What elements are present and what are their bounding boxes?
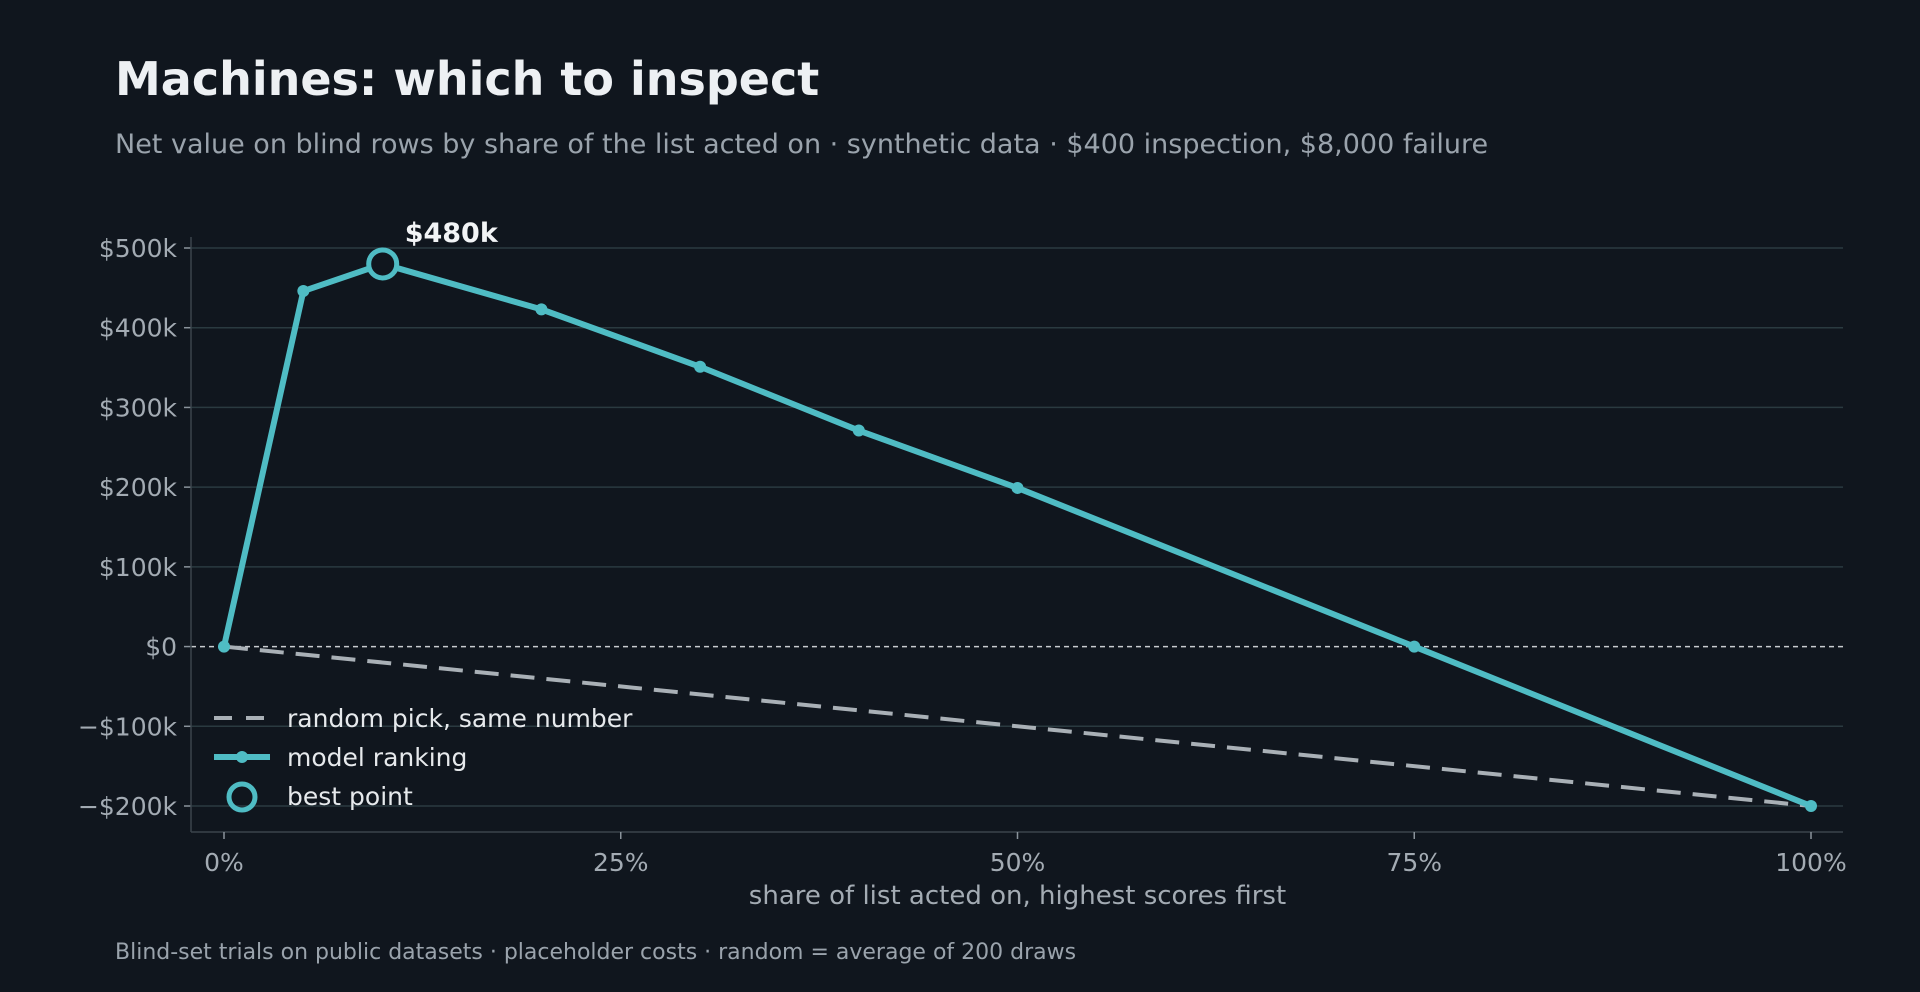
x-tick-label: 100% (1775, 848, 1846, 877)
grid-lines (191, 247, 1843, 807)
best-point-marker (366, 247, 400, 281)
random-pick-line (223, 644, 1812, 808)
x-tick-labels: 0% 25% 50% 75% 100% (204, 848, 1847, 877)
model-point (297, 285, 310, 298)
best-point-label: $480k (405, 218, 499, 249)
legend-label-model: model ranking (287, 743, 467, 772)
y-tick-label: −$100k (78, 712, 178, 741)
chart-subtitle: Net value on blind rows by share of the … (115, 129, 1489, 160)
y-tick-label: $100k (99, 553, 178, 582)
y-tick-label: $300k (99, 393, 178, 422)
x-tick-label: 0% (204, 848, 244, 877)
y-tick-label: −$200k (78, 792, 178, 821)
legend-label-best: best point (287, 782, 413, 811)
model-point (1011, 481, 1024, 494)
legend: random pick, same number model ranking bes… (214, 704, 633, 813)
chart-title: Machines: which to inspect (115, 52, 820, 106)
x-tick-label: 50% (990, 848, 1046, 877)
legend-swatch-model-marker (236, 751, 248, 763)
model-point (535, 303, 548, 316)
y-tick-label: $500k (99, 234, 178, 263)
axes (184, 237, 1843, 839)
y-tick-label: $0 (145, 633, 177, 662)
y-tick-label: $400k (99, 314, 178, 343)
model-point (1805, 800, 1817, 812)
x-tick-label: 25% (593, 848, 649, 877)
x-axis-label: share of list acted on, highest scores f… (749, 881, 1286, 911)
model-point (1408, 640, 1421, 653)
y-tick-label: $200k (99, 473, 178, 502)
model-point (852, 424, 865, 437)
x-tick-label: 75% (1386, 848, 1442, 877)
chart-footer: Blind-set trials on public datasets · pl… (115, 940, 1077, 965)
model-point (218, 640, 230, 653)
model-point (694, 360, 707, 373)
y-tick-labels: $500k $400k $300k $200k $100k $0 −$100k −$200k (78, 234, 178, 821)
legend-label-random: random pick, same number (287, 704, 633, 733)
legend-swatch-best (226, 781, 258, 813)
series: $480k (218, 218, 1817, 812)
